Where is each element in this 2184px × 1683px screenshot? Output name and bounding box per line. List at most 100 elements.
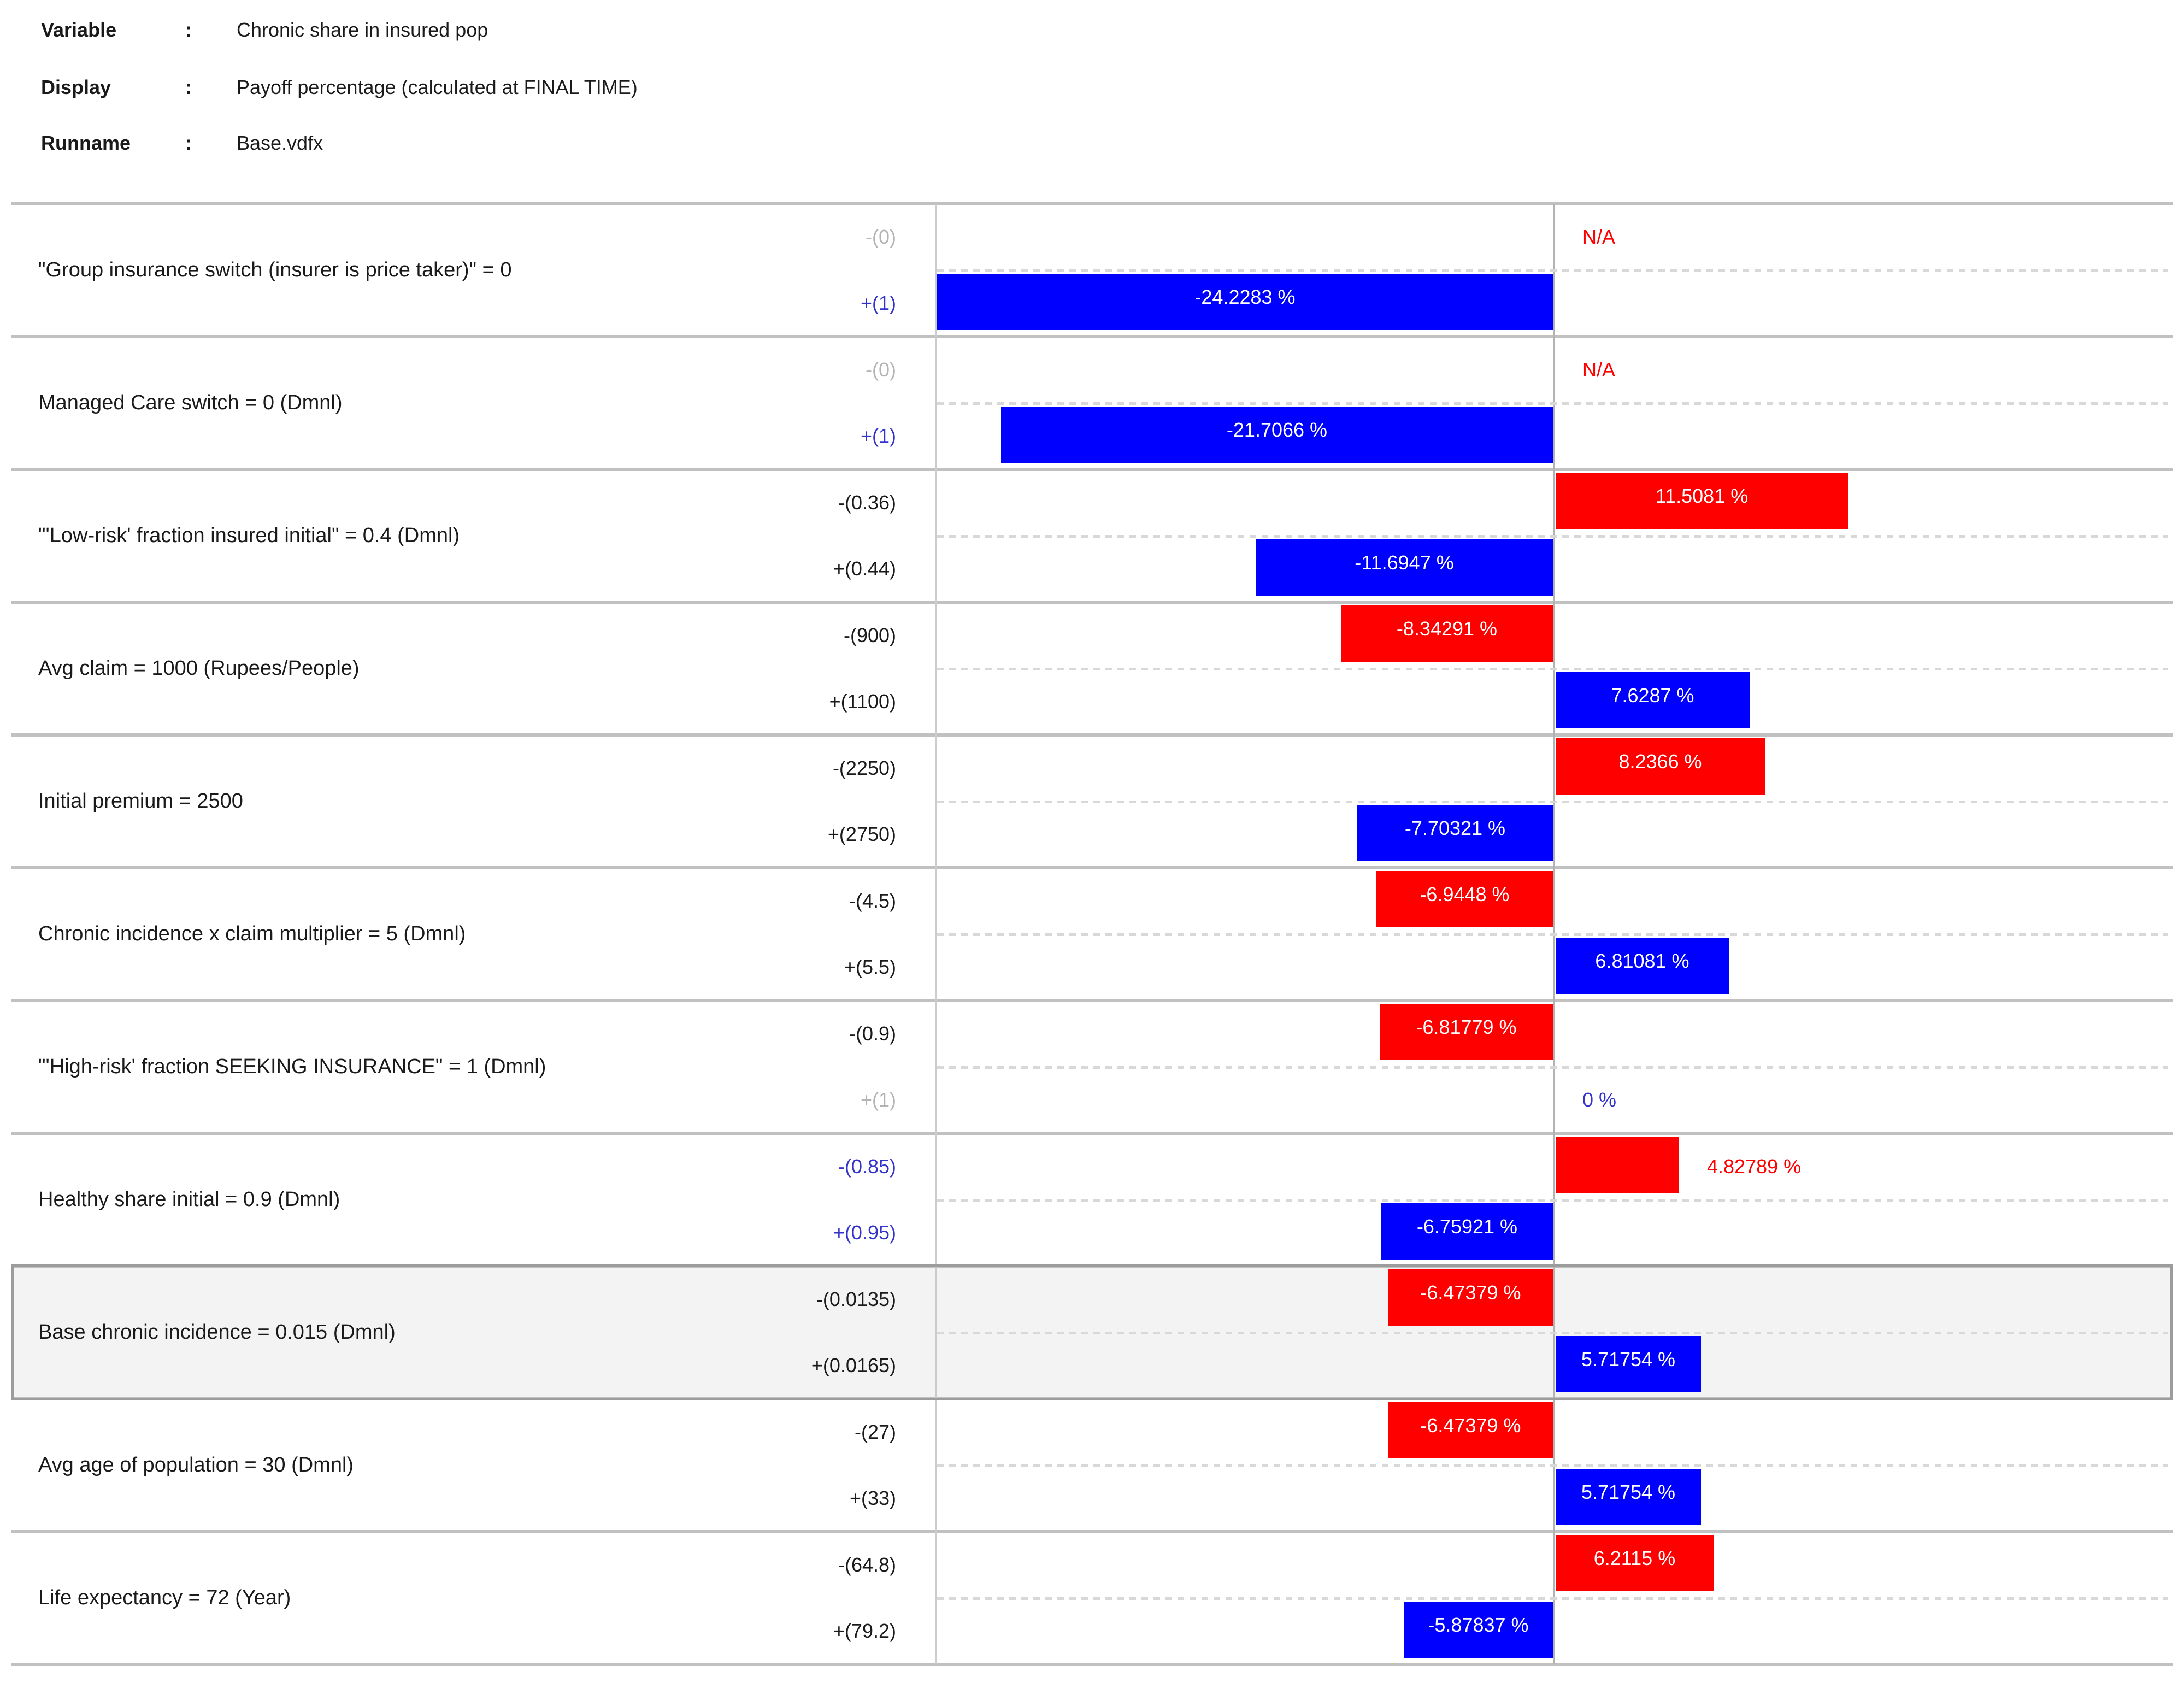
subrow-dotted-divider: [937, 667, 2168, 670]
bar-value: -24.2283 %: [1194, 285, 1296, 308]
minus-variation-label: -(0.85): [838, 1155, 896, 1178]
colon: :: [185, 132, 192, 154]
header-display: Display: Payoff percentage (calculated at…: [41, 76, 638, 99]
minus-bar: 11.5081 %: [1556, 473, 1848, 529]
bar-value: 8.2366 %: [1618, 750, 1702, 773]
subrow-dotted-divider: [937, 534, 2168, 538]
minus-bar: -8.34291 %: [1341, 605, 1553, 662]
row-separator: [11, 733, 2173, 737]
header-runname-value: Base.vdfx: [237, 132, 323, 154]
plus-bar: -11.6947 %: [1256, 539, 1553, 596]
bar-value: -6.75921 %: [1416, 1215, 1518, 1238]
param-label: Life expectancy = 72 (Year): [38, 1586, 291, 1609]
subrow-dotted-divider: [937, 1331, 2168, 1334]
subrow-dotted-divider: [937, 800, 2168, 803]
minus-variation-label: -(0): [866, 358, 896, 381]
minus-variation-label: -(900): [843, 623, 896, 646]
minus-variation-label: -(0.36): [838, 491, 896, 514]
minus-variation-label: -(64.8): [838, 1553, 896, 1576]
subrow-dotted-divider: [937, 1464, 2168, 1467]
na-label: N/A: [1582, 225, 1616, 248]
plus-bar: 5.71754 %: [1556, 1468, 1701, 1525]
minus-bar: 8.2366 %: [1556, 738, 1765, 795]
bar-value: 6.2115 %: [1593, 1547, 1676, 1569]
bar-value: -6.47379 %: [1420, 1281, 1521, 1304]
plus-variation-label: +(1100): [829, 690, 896, 713]
subrow-dotted-divider: [937, 1198, 2168, 1202]
plus-bar: -7.70321 %: [1357, 804, 1553, 861]
subrow-dotted-divider: [937, 1066, 2168, 1069]
bar-value: -6.9448 %: [1420, 883, 1510, 905]
header-runname: Runname: Base.vdfx: [41, 132, 323, 155]
plus-bar: 7.6287 %: [1556, 672, 1750, 728]
subrow-dotted-divider: [937, 1597, 2168, 1600]
plus-variation-label: +(5.5): [844, 956, 896, 979]
row-separator: [11, 999, 2173, 1002]
bar-value: -11.6947 %: [1355, 551, 1454, 574]
header-runname-key: Runname: [41, 132, 131, 154]
minus-bar: 6.2115 %: [1556, 1535, 1714, 1591]
header-variable: Variable: Chronic share in insured pop: [41, 19, 488, 42]
zero-result-label: 0 %: [1582, 1088, 1617, 1111]
param-label: Healthy share initial = 0.9 (Dmnl): [38, 1187, 340, 1211]
header-variable-value: Chronic share in insured pop: [237, 19, 488, 41]
plus-variation-label: +(33): [849, 1487, 896, 1510]
plus-bar: -24.2283 %: [937, 273, 1553, 330]
param-label: "'High-risk' fraction SEEKING INSURANCE"…: [38, 1055, 546, 1078]
param-label: Chronic incidence x claim multiplier = 5…: [38, 922, 466, 945]
param-label: Base chronic incidence = 0.015 (Dmnl): [38, 1320, 396, 1344]
subrow-dotted-divider: [937, 402, 2168, 405]
colon: :: [185, 76, 192, 98]
plus-variation-label: +(1): [860, 292, 896, 315]
minus-bar: -6.47379 %: [1388, 1402, 1553, 1458]
plus-variation-label: +(0.44): [833, 557, 896, 580]
minus-variation-label: -(0.9): [849, 1022, 896, 1045]
plus-bar: -21.7066 %: [1001, 406, 1553, 463]
bar-value: -7.70321 %: [1404, 816, 1506, 839]
plus-variation-label: +(1): [860, 425, 896, 448]
bar-value: 5.71754 %: [1581, 1480, 1676, 1503]
row-separator: [11, 1663, 2173, 1666]
minus-variation-label: -(27): [854, 1420, 896, 1443]
bar-value: -5.87837 %: [1428, 1613, 1529, 1636]
colon: :: [185, 19, 192, 41]
chart-left-border: [935, 204, 937, 1664]
param-label: "Group insurance switch (insurer is pric…: [38, 258, 512, 281]
row-separator: [11, 1132, 2173, 1135]
header-display-value: Payoff percentage (calculated at FINAL T…: [237, 76, 638, 98]
bar-value: -21.7066 %: [1226, 418, 1328, 441]
minus-variation-label: -(2250): [832, 756, 896, 779]
plus-variation-label: +(0.0165): [811, 1354, 896, 1377]
row-separator: [11, 202, 2173, 205]
param-label: Avg age of population = 30 (Dmnl): [38, 1453, 354, 1476]
minus-bar: -6.9448 %: [1376, 871, 1553, 927]
param-label: "'Low-risk' fraction insured initial" = …: [38, 523, 460, 547]
row-separator: [11, 1530, 2173, 1533]
minus-bar: -6.47379 %: [1388, 1269, 1553, 1326]
plus-bar: -6.75921 %: [1381, 1203, 1553, 1260]
bar-value: 6.81081 %: [1595, 949, 1689, 972]
minus-bar: -6.81779 %: [1380, 1004, 1553, 1060]
plus-variation-label: +(2750): [827, 823, 896, 846]
plus-bar: 5.71754 %: [1556, 1335, 1701, 1392]
bar-value-outside: 4.82789 %: [1707, 1155, 1802, 1178]
plus-variation-label: +(0.95): [833, 1221, 896, 1244]
row-separator: [11, 468, 2173, 471]
plus-variation-label: +(1): [860, 1088, 896, 1111]
bar-value: 5.71754 %: [1581, 1347, 1676, 1370]
subrow-dotted-divider: [937, 269, 2168, 272]
minus-variation-label: -(0): [866, 225, 896, 248]
bar-value: -6.81779 %: [1416, 1016, 1517, 1038]
bar-value: -8.34291 %: [1396, 617, 1498, 640]
minus-variation-label: -(0.0135): [816, 1287, 896, 1310]
subrow-dotted-divider: [937, 933, 2168, 936]
header-display-key: Display: [41, 76, 111, 98]
bar-value: 11.5081 %: [1655, 485, 1749, 507]
plus-bar: -5.87837 %: [1404, 1601, 1553, 1658]
minus-bar: [1556, 1137, 1679, 1193]
param-label: Initial premium = 2500: [38, 789, 243, 813]
row-separator: [11, 866, 2173, 869]
header-variable-key: Variable: [41, 19, 117, 41]
plus-variation-label: +(79.2): [833, 1620, 896, 1643]
